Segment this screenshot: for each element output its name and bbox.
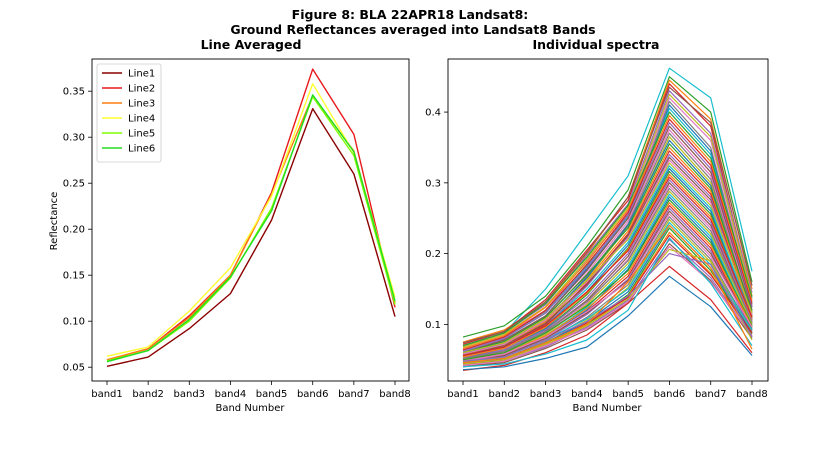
right-series-line-54 bbox=[462, 243, 753, 368]
left-y-tick-label: 0.10 bbox=[63, 317, 85, 328]
right-series-line-27 bbox=[462, 162, 753, 354]
left-y-tick-label: 0.30 bbox=[63, 133, 85, 144]
right-series-line-2 bbox=[462, 76, 753, 338]
left-x-tick-label: band8 bbox=[379, 389, 411, 400]
right-y-ticks: 0.1 0.2 0.3 0.4 bbox=[425, 108, 448, 331]
left-x-tick-label: band5 bbox=[256, 389, 288, 400]
left-y-axis-label: Reflectance bbox=[49, 192, 60, 251]
right-x-tick-label: band6 bbox=[654, 389, 686, 400]
left-y-tick-label: 0.20 bbox=[63, 225, 85, 236]
right-x-tick-label: band8 bbox=[736, 389, 768, 400]
right-series-line-58 bbox=[462, 265, 753, 371]
left-x-tick-label: band6 bbox=[297, 389, 329, 400]
right-series-line-16 bbox=[462, 125, 753, 354]
right-series-line-61 bbox=[462, 224, 753, 364]
right-series-line-36 bbox=[462, 187, 753, 359]
right-x-ticks: band1 band2 band3 band4 band5 band6 band7 band8 bbox=[447, 381, 768, 400]
right-series-line-14 bbox=[462, 118, 753, 351]
left-series-lines bbox=[106, 68, 396, 367]
left-y-ticks: 0.05 0.10 0.15 0.20 0.25 0.30 0.35 bbox=[63, 87, 92, 374]
right-series-line-33 bbox=[462, 179, 753, 359]
right-series-line-45 bbox=[462, 213, 753, 362]
right-series-line-56 bbox=[462, 248, 753, 365]
left-y-tick-label: 0.05 bbox=[63, 363, 85, 374]
line-averaged-chart: Line Averaged band1 band2 band3 band4 band5 b… bbox=[49, 37, 411, 414]
left-x-tick-label: band7 bbox=[338, 389, 370, 400]
legend: Line1 Line2 Line3 Line4 Line5 Line6 bbox=[96, 63, 162, 163]
left-x-tick-label: band3 bbox=[174, 389, 206, 400]
left-chart-title: Line Averaged bbox=[201, 37, 302, 52]
left-y-tick-label: 0.15 bbox=[63, 271, 85, 282]
right-chart-title: Individual spectra bbox=[533, 37, 660, 52]
right-x-tick-label: band3 bbox=[530, 389, 562, 400]
figure-title-line2: Ground Reflectances averaged into Landsa… bbox=[230, 22, 595, 37]
right-series-lines bbox=[462, 67, 753, 371]
legend-label: Line6 bbox=[128, 144, 155, 155]
right-x-tick-label: band5 bbox=[612, 389, 644, 400]
right-series-line-21 bbox=[462, 143, 753, 354]
left-y-tick-label: 0.25 bbox=[63, 179, 85, 190]
right-y-tick-label: 0.1 bbox=[425, 320, 441, 331]
left-x-tick-label: band4 bbox=[215, 389, 247, 400]
left-x-tick-label: band2 bbox=[132, 389, 164, 400]
legend-label: Line4 bbox=[128, 114, 155, 125]
right-series-line-60 bbox=[462, 237, 753, 368]
left-y-tick-label: 0.35 bbox=[63, 87, 85, 98]
right-series-line-6 bbox=[462, 86, 753, 344]
left-x-ticks: band1 band2 band3 band4 band5 band6 band7 band8 bbox=[91, 381, 411, 400]
left-x-axis-label: Band Number bbox=[215, 403, 285, 414]
right-y-tick-label: 0.3 bbox=[425, 178, 441, 189]
right-series-line-12 bbox=[462, 111, 753, 347]
right-y-tick-label: 0.4 bbox=[425, 108, 441, 119]
right-series-line-9 bbox=[462, 93, 753, 348]
right-series-line-59 bbox=[462, 275, 753, 371]
right-x-tick-label: band7 bbox=[695, 389, 727, 400]
legend-label: Line1 bbox=[128, 69, 155, 80]
right-x-tick-label: band1 bbox=[447, 389, 479, 400]
right-series-line-15 bbox=[462, 122, 753, 352]
individual-spectra-chart: Individual spectra band1 band2 band3 band4 b… bbox=[425, 37, 769, 414]
left-plot-frame bbox=[91, 58, 410, 382]
right-series-line-32 bbox=[462, 176, 753, 357]
right-x-tick-label: band4 bbox=[571, 389, 603, 400]
right-y-tick-label: 0.2 bbox=[425, 249, 441, 260]
left-x-tick-label: band1 bbox=[91, 389, 123, 400]
right-x-axis-label: Band Number bbox=[572, 403, 642, 414]
left-series-line-6 bbox=[106, 94, 396, 363]
legend-label: Line5 bbox=[128, 129, 155, 140]
figure-title-line1: Figure 8: BLA 22APR18 Landsat8: bbox=[292, 7, 529, 22]
right-series-line-57 bbox=[462, 253, 753, 362]
right-series-line-40 bbox=[462, 199, 753, 361]
legend-label: Line3 bbox=[128, 99, 155, 110]
left-series-line-1 bbox=[106, 107, 396, 367]
right-series-line-13 bbox=[462, 114, 753, 349]
right-x-tick-label: band2 bbox=[489, 389, 521, 400]
right-plot-frame bbox=[447, 58, 769, 382]
legend-label: Line2 bbox=[128, 84, 155, 95]
